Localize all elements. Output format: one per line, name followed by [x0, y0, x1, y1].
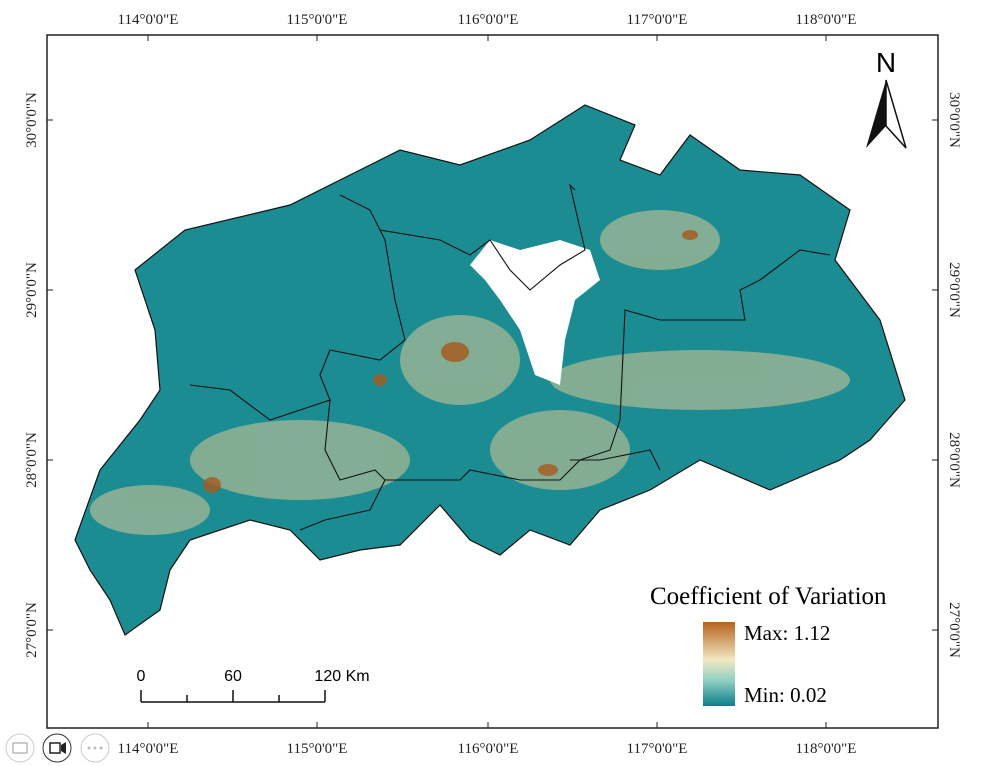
- lon-label-top: 115°0'0"E: [287, 12, 348, 28]
- legend-ramp: [703, 622, 735, 706]
- caption-icon: [12, 742, 28, 754]
- lon-label-top: 114°0'0"E: [118, 12, 179, 28]
- lat-label-left: 28°0'0"N: [24, 432, 40, 488]
- lat-label-right: 29°0'0"N: [946, 262, 962, 318]
- boundaries: [189, 183, 831, 531]
- north-arrow: N: [866, 47, 907, 149]
- video-icon-lens: [61, 742, 66, 754]
- video-button[interactable]: [42, 733, 72, 763]
- lon-label-bottom: 118°0'0"E: [796, 741, 857, 757]
- scale-label: 120 Km: [314, 668, 369, 685]
- graticule-ticks: 114°0'0"E 114°0'0"E 115°0'0"E 115°0'0"E 116°…: [24, 12, 962, 757]
- video-icon: [49, 742, 61, 754]
- north-label: N: [876, 47, 896, 78]
- lat-label-left: 27°0'0"N: [24, 602, 40, 658]
- region: [74, 104, 906, 636]
- scale-bar: [140, 690, 326, 703]
- lat-label-left: 29°0'0"N: [24, 262, 40, 318]
- legend-max: Max: 1.12: [744, 621, 830, 645]
- caption-button[interactable]: [5, 733, 35, 763]
- lon-label-bottom: 115°0'0"E: [287, 741, 348, 757]
- lat-label-right: 28°0'0"N: [946, 432, 962, 488]
- lat-label-right: 30°0'0"N: [946, 92, 962, 148]
- lon-label-top: 116°0'0"E: [458, 12, 519, 28]
- scale-label: 60: [224, 668, 242, 685]
- lake: [470, 240, 600, 385]
- legend: Coefficient of Variation Max: 1.12 Min: …: [650, 583, 887, 707]
- lon-label-bottom: 117°0'0"E: [627, 741, 688, 757]
- north-arrow-right: [885, 79, 907, 149]
- scale-labels: 0 60 120 Km: [137, 668, 370, 685]
- north-arrow-left: [866, 80, 886, 148]
- more-icon: [87, 746, 103, 750]
- lat-label-right: 27°0'0"N: [946, 602, 962, 658]
- lon-label-bottom: 114°0'0"E: [118, 741, 179, 757]
- lon-label-bottom: 116°0'0"E: [458, 741, 519, 757]
- toolbar: [5, 733, 110, 763]
- high-variation: [203, 230, 698, 493]
- scale-label: 0: [137, 668, 146, 685]
- lon-label-top: 118°0'0"E: [796, 12, 857, 28]
- legend-min: Min: 0.02: [744, 683, 827, 707]
- variation-patches: [90, 210, 850, 535]
- legend-title: Coefficient of Variation: [650, 583, 887, 610]
- lat-label-left: 30°0'0"N: [24, 92, 40, 148]
- lon-label-top: 117°0'0"E: [627, 12, 688, 28]
